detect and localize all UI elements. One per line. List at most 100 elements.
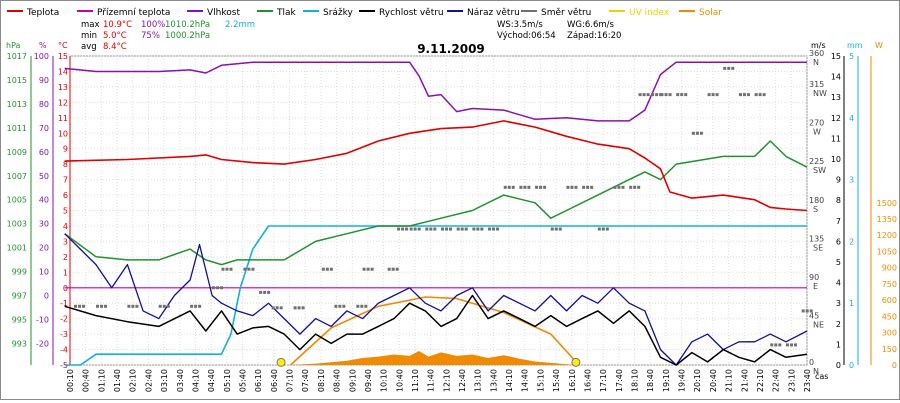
- wind-direction-dot: [668, 93, 672, 97]
- time-tick-label: 07:40: [301, 369, 310, 392]
- wind-direction-dot: [758, 93, 762, 97]
- pressure-tick-label: 999: [12, 268, 27, 277]
- wind-direction-dot: [194, 304, 198, 308]
- wind-direction-dot: [301, 306, 305, 310]
- time-tick-label: 23:40: [803, 369, 812, 392]
- wind-direction-dot: [695, 131, 699, 135]
- wind-direction-dot: [229, 267, 233, 271]
- solar-tick-label: 900: [882, 264, 897, 273]
- temp-tick-label: 10: [58, 129, 68, 138]
- wind-direction-dot: [360, 304, 364, 308]
- direction-degree-label: 0: [809, 358, 814, 367]
- wind-direction-dot: [243, 267, 247, 271]
- wind-direction-dot: [586, 185, 590, 189]
- wind-direction-dot: [742, 93, 746, 97]
- pressure-tick-label: 1007: [7, 172, 27, 181]
- plot-area: 1514131211109876543210-1-2-3-4-510090807…: [7, 49, 897, 392]
- wind-direction-dot: [727, 66, 731, 70]
- speed-tick-label: 11: [831, 134, 841, 143]
- wind-direction-dot: [279, 306, 283, 310]
- time-tick-label: 03:40: [176, 369, 185, 392]
- sun-marker: [276, 357, 286, 367]
- wind-direction-dot: [82, 304, 86, 308]
- time-tick-label: 22:10: [756, 369, 765, 392]
- unit-temp: °C: [58, 41, 68, 50]
- wind-direction-dot: [738, 93, 742, 97]
- wind-direction-dot: [405, 227, 409, 231]
- speed-tick-label: 14: [831, 73, 841, 82]
- wind-direction-dot: [590, 185, 594, 189]
- time-tick-label: 14:40: [521, 369, 530, 392]
- wind-direction-dot: [476, 227, 480, 231]
- wind-direction-dot: [503, 185, 507, 189]
- wind-direction-dot: [356, 304, 360, 308]
- wind-direction-dot: [247, 267, 251, 271]
- speed-tick-label: 2: [836, 320, 841, 329]
- wind-direction-dot: [597, 227, 601, 231]
- temp-tick-label: -3: [60, 330, 68, 339]
- temp-tick-label: 9: [63, 145, 68, 154]
- wind-direction-dot: [642, 93, 646, 97]
- unit-mm: mm: [847, 41, 863, 50]
- humidity-tick-label: -20: [36, 339, 49, 348]
- wind-direction-dot: [271, 306, 275, 310]
- time-tick-label: 19:10: [662, 369, 671, 392]
- wind-direction-dot: [527, 185, 531, 189]
- direction-degree-label: 135: [809, 234, 824, 243]
- wind-direction-dot: [370, 267, 374, 271]
- temp-tick-label: 1: [63, 268, 68, 277]
- series-srazky: [64, 225, 807, 366]
- wind-direction-dot: [774, 343, 778, 347]
- direction-compass-label: SW: [813, 166, 826, 175]
- wind-direction-dot: [449, 227, 453, 231]
- info-ws: WS:3.5m/s: [497, 20, 543, 30]
- wind-direction-dot: [433, 227, 437, 231]
- humidity-tick-label: 80: [39, 100, 49, 109]
- wind-direction-dot: [429, 227, 433, 231]
- time-tick-label: 16:40: [583, 369, 592, 392]
- wind-direction-dot: [456, 227, 460, 231]
- solar-tick-label: 1500: [877, 199, 897, 208]
- time-tick-label: 02:40: [144, 369, 153, 392]
- wind-direction-dot: [550, 227, 554, 231]
- unit-cas: čas: [815, 371, 828, 381]
- legend-uv: UV index: [629, 8, 670, 18]
- time-tick-label: 14:10: [505, 369, 514, 392]
- wind-direction-dot: [535, 185, 539, 189]
- wind-direction-dot: [366, 267, 370, 271]
- solar-tick-label: 0: [892, 361, 897, 370]
- stats-block: max 10.9°C 100% 1010.2hPa 2.2mm min 5.0°…: [81, 20, 255, 52]
- time-tick-label: 01:10: [97, 369, 106, 392]
- pressure-tick-label: 1015: [7, 76, 27, 85]
- wind-direction-dot: [267, 290, 271, 294]
- stats-avg-temp: 8.4°C: [103, 42, 127, 52]
- direction-compass-label: N: [813, 58, 819, 67]
- wind-direction-dot: [762, 93, 766, 97]
- pressure-tick-label: 995: [12, 315, 27, 324]
- speed-tick-label: 0: [836, 361, 841, 370]
- wind-direction-dot: [417, 227, 421, 231]
- rain-tick-label: 2: [849, 237, 854, 246]
- wind-direction-dot: [104, 304, 108, 308]
- wind-direction-dot: [543, 185, 547, 189]
- speed-tick-label: 3: [836, 299, 841, 308]
- wind-direction-dot: [601, 227, 605, 231]
- wind-direction-dot: [605, 227, 609, 231]
- direction-compass-label: SE: [813, 243, 823, 252]
- wind-direction-dot: [646, 93, 650, 97]
- solar-tick-label: 600: [882, 296, 897, 305]
- wind-direction-dot: [660, 93, 664, 97]
- wind-direction-dot: [539, 185, 543, 189]
- wind-direction-dot: [158, 304, 162, 308]
- time-tick-label: 10:40: [395, 369, 404, 392]
- series-solar-curve: [289, 296, 580, 366]
- wind-direction-dot: [131, 304, 135, 308]
- legend-tlak: Tlak: [276, 8, 297, 18]
- direction-degree-label: 180: [809, 196, 824, 205]
- wind-direction-dot: [329, 267, 333, 271]
- wind-direction-dot: [464, 227, 468, 231]
- time-tick-label: 15:10: [536, 369, 545, 392]
- legend-srazky: Srážky: [323, 8, 354, 18]
- wind-direction-dot: [496, 227, 500, 231]
- wind-direction-dot: [362, 267, 366, 271]
